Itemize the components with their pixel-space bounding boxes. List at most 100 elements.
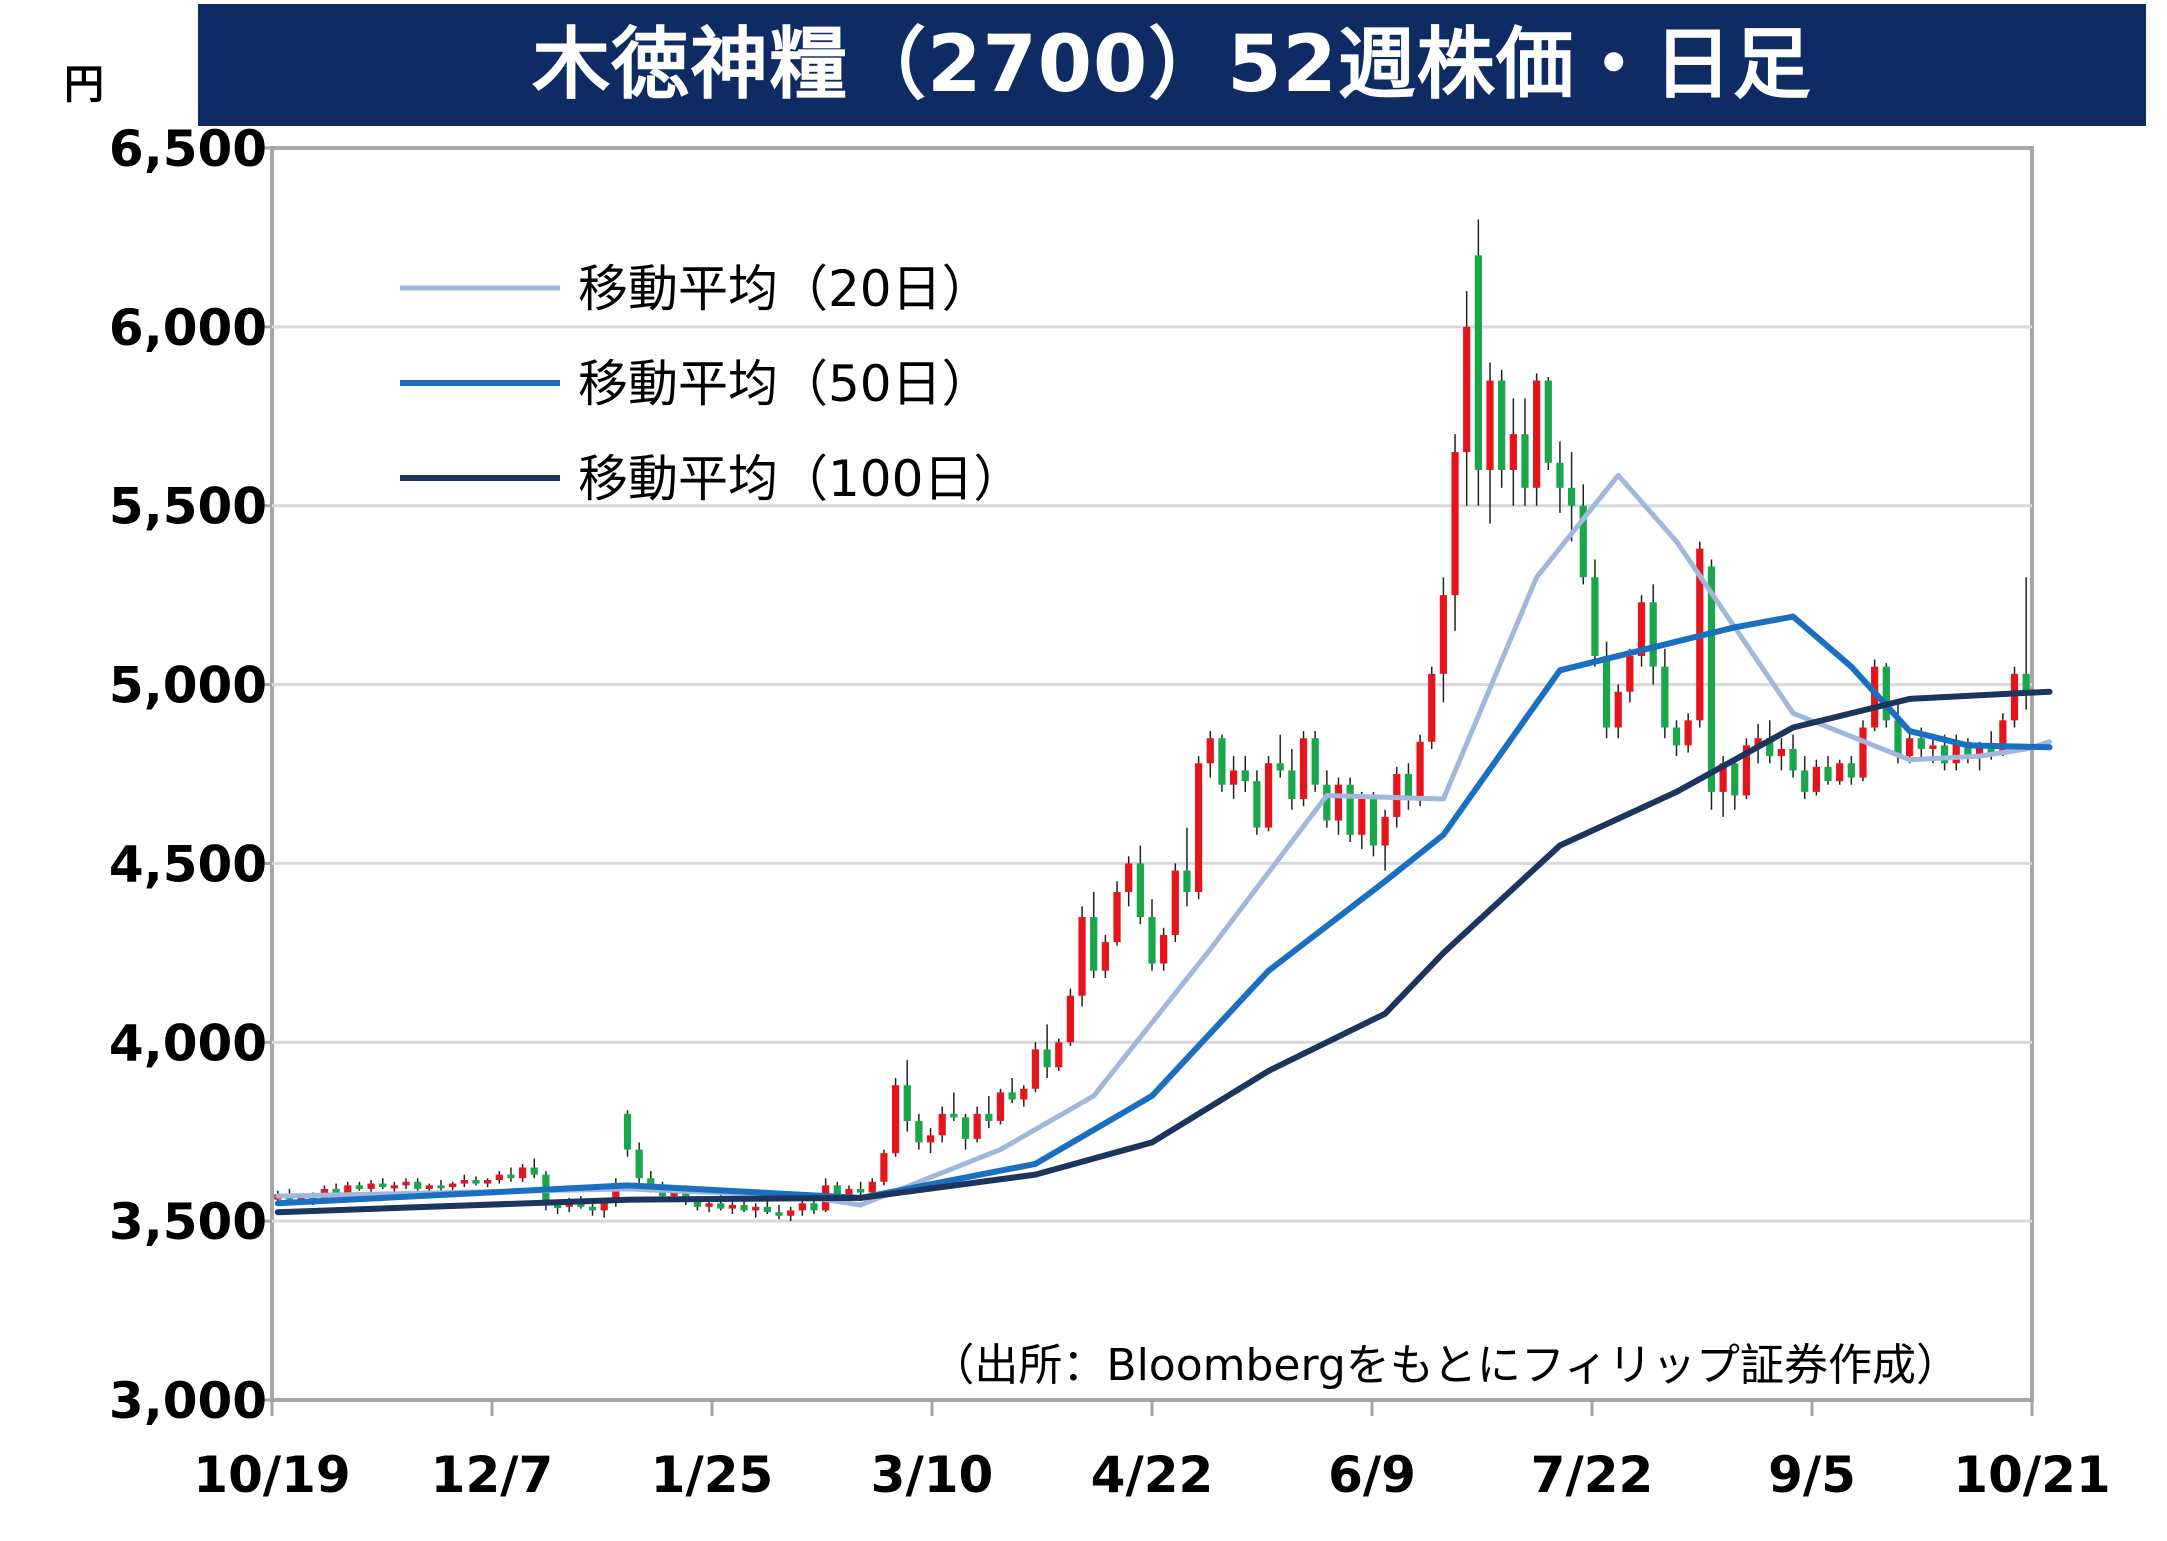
candle-down [1894, 720, 1902, 757]
candle-up [1626, 655, 1634, 692]
candle-down [763, 1206, 771, 1213]
candle-up [1101, 942, 1109, 971]
candle-down [507, 1174, 515, 1179]
candle-up [344, 1185, 352, 1193]
candle-up [728, 1205, 737, 1209]
candle-down [775, 1212, 783, 1216]
x-tick-label: 1/25 [651, 1446, 774, 1504]
candle-down [1043, 1049, 1051, 1068]
candle-down [1323, 784, 1331, 821]
candle-down [1311, 738, 1319, 785]
candle-down [810, 1203, 818, 1211]
candle-up [1195, 763, 1203, 893]
candle-down [1940, 745, 1949, 764]
candle-up [1637, 602, 1646, 656]
candle-down [1661, 666, 1669, 728]
candle-up [1055, 1042, 1063, 1068]
candle-down [1579, 505, 1587, 578]
candle-down [414, 1181, 422, 1189]
candle-up [891, 1085, 900, 1154]
candle-down [1544, 380, 1552, 463]
candle-down [437, 1185, 445, 1189]
candle-down [1288, 770, 1296, 800]
candle-down [1498, 380, 1506, 470]
candle-up [449, 1183, 457, 1188]
candle-up [705, 1203, 713, 1207]
candle-up [1078, 917, 1086, 996]
y-tick-label: 3,500 [109, 1193, 267, 1251]
candle-down [1801, 770, 1809, 792]
candle-up [1871, 666, 1879, 728]
candle-up [1836, 763, 1844, 782]
candle-up [1859, 727, 1867, 778]
candle-up [1533, 380, 1541, 488]
candle-down [1556, 462, 1564, 488]
candle-up [1229, 770, 1238, 785]
x-tick-label: 10/19 [193, 1446, 350, 1504]
candle-up [1206, 738, 1214, 764]
candle-up [1171, 870, 1179, 935]
candle-up [1684, 720, 1692, 746]
candle-down [856, 1188, 865, 1193]
candle-up [1428, 673, 1436, 742]
moving-average-line [274, 613, 2053, 1207]
candle-up [1486, 380, 1494, 470]
candle-down [1591, 577, 1599, 656]
candle-up [1463, 326, 1471, 453]
candle-down [1789, 748, 1797, 771]
candle-up [1439, 595, 1448, 674]
candle-up [1952, 741, 1960, 764]
candle-up [1509, 434, 1517, 470]
legend-label: 移動平均（100日） [578, 450, 1023, 508]
x-tick-label: 4/22 [1091, 1446, 1214, 1504]
x-axis: 10/19 12/7 1/25 3/10 4/22 6/9 7/22 9/5 10/21 [193, 1400, 2111, 1504]
candle-up [1299, 738, 1308, 800]
candle-down [1183, 870, 1191, 893]
candle-down [1090, 917, 1098, 971]
moving-average-line [275, 472, 2052, 1208]
candle-up [1358, 799, 1366, 835]
candle-down [1521, 434, 1529, 488]
y-tick-label: 5,000 [109, 657, 267, 715]
candle-down [950, 1113, 958, 1118]
candle-down [1474, 255, 1482, 470]
candle-down [623, 1113, 632, 1150]
candle-up [845, 1188, 853, 1197]
candle-up [460, 1180, 468, 1184]
x-tick-label: 10/21 [1953, 1446, 2110, 1504]
candle-up [1381, 816, 1389, 846]
x-tick-label: 9/5 [1768, 1446, 1856, 1504]
candle-up [1031, 1049, 1040, 1089]
candle-down [553, 1205, 562, 1209]
candle-down [472, 1180, 480, 1184]
candle-up [484, 1180, 492, 1184]
legend-label: 移動平均（50日） [578, 355, 992, 413]
candle-down [903, 1085, 911, 1121]
candle-up [798, 1203, 806, 1211]
candle-up [1777, 748, 1786, 757]
candle-up [1113, 892, 1121, 943]
candle-down [1882, 666, 1890, 721]
candle-up [390, 1185, 398, 1189]
candle-up [2010, 673, 2019, 721]
candle-down [915, 1120, 923, 1143]
candle-up [973, 1113, 981, 1139]
candle-up [367, 1183, 375, 1189]
candle-down [588, 1206, 597, 1211]
candle-up [1264, 763, 1273, 828]
candle-down [682, 1188, 690, 1202]
x-tick-label: 6/9 [1328, 1446, 1416, 1504]
y-axis-unit: 円 [64, 62, 104, 108]
y-tick-label: 4,500 [109, 835, 267, 893]
chart-title: 木徳神糧（2700）52週株価・日足 [532, 20, 1812, 110]
candle-down [1008, 1092, 1016, 1100]
candle-down [1731, 763, 1739, 796]
candle-down [1218, 738, 1226, 785]
candle-down [1917, 738, 1925, 749]
candle-up [612, 1185, 620, 1200]
candle-down [740, 1205, 748, 1211]
candle-up [518, 1167, 527, 1179]
candle-down [2022, 673, 2030, 692]
candle-up [425, 1185, 433, 1189]
candle-down [717, 1203, 725, 1209]
